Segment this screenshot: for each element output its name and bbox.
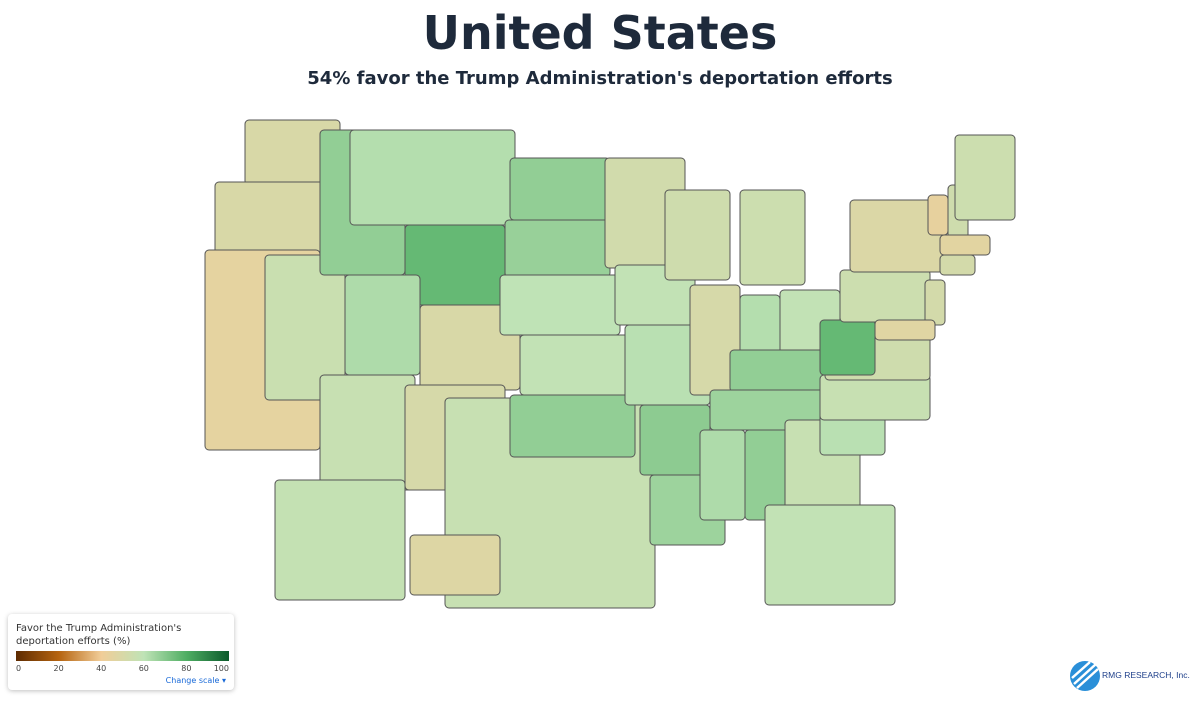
legend-tick-label: 80 [181,664,192,673]
subtitle: 54% favor the Trump Administration's dep… [307,68,893,89]
logo: RMG RESEARCH, Inc. [1068,656,1193,696]
legend-tick-label: 60 [138,664,149,673]
region[interactable] [409,534,501,596]
region[interactable] [509,394,636,458]
region[interactable] [504,219,611,278]
region[interactable] [924,279,946,326]
region[interactable] [939,254,976,276]
region[interactable] [344,274,421,376]
region[interactable] [939,234,991,256]
logo-icon [1070,661,1100,691]
legend-tick-label: 20 [53,664,64,673]
region[interactable] [349,129,516,226]
region[interactable] [519,334,636,396]
region[interactable] [699,429,746,521]
region[interactable] [819,374,931,421]
region[interactable] [319,374,416,491]
region[interactable] [729,349,836,393]
change-scale-link[interactable]: Change scale ▾ [165,676,226,685]
legend-tick-label: 40 [96,664,107,673]
region[interactable] [819,319,876,376]
legend-tick-label: 100 [213,664,229,673]
title: United States [422,6,778,60]
region[interactable] [839,269,931,323]
region[interactable] [664,189,731,281]
region[interactable] [739,189,806,286]
legend-tick-label: 0 [16,664,22,673]
legend-gradient [16,651,229,661]
region[interactable] [764,504,896,606]
logo-text: RMG RESEARCH, Inc. [1102,670,1190,680]
region[interactable] [874,319,936,341]
region[interactable] [499,274,621,336]
legend-title: Favor the Trump Administration's deporta… [16,623,182,647]
region[interactable] [274,479,406,601]
legend: Favor the Trump Administration's deporta… [8,614,234,690]
region[interactable] [509,157,611,221]
region[interactable] [927,194,949,236]
region[interactable] [954,134,1016,221]
region[interactable] [214,181,336,261]
